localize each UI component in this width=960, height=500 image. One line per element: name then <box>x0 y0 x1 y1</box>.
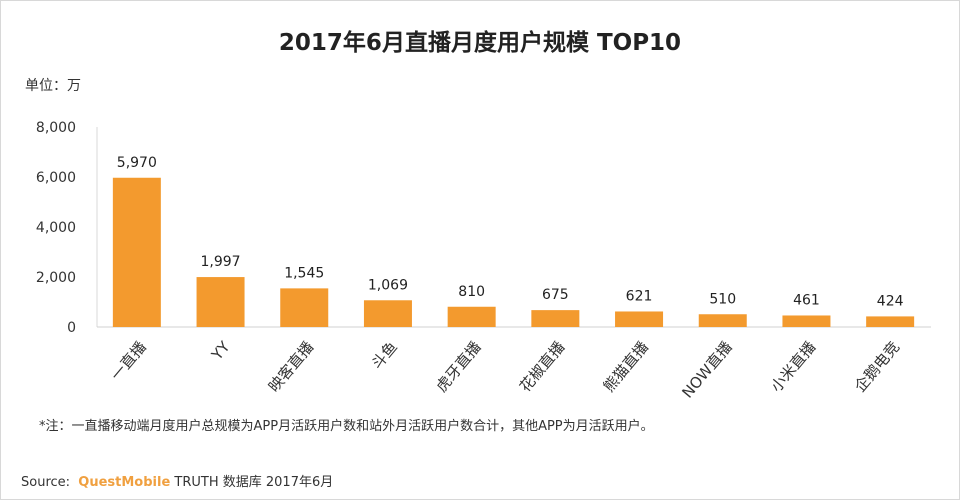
x-category-label: 熊猫直播 <box>600 338 652 396</box>
footnote: *注：一直播移动端月度用户总规模为APP月活跃用户数和站外月活跃用户数合计，其他… <box>39 419 654 434</box>
data-label: 1,545 <box>284 265 324 281</box>
x-category-label: 企鹅电竞 <box>851 338 903 396</box>
x-category-label: NOW直播 <box>678 338 735 402</box>
x-category-label: 斗鱼 <box>368 338 401 373</box>
bar <box>280 288 329 327</box>
bar <box>531 310 580 327</box>
y-tick-label: 0 <box>67 320 76 336</box>
x-category-label: YY <box>207 337 234 364</box>
bar <box>112 177 161 327</box>
source-brand: QuestMobile <box>78 475 171 490</box>
data-label: 675 <box>542 287 569 303</box>
bar <box>615 311 664 327</box>
source-prefix: Source: <box>21 475 71 490</box>
unit-label: 单位：万 <box>25 78 81 94</box>
data-label: 621 <box>626 288 653 304</box>
y-tick-label: 2,000 <box>36 270 76 286</box>
bar <box>196 277 245 327</box>
x-category-label: 虎牙直播 <box>432 338 484 396</box>
x-category-label: 一直播 <box>107 338 150 384</box>
x-category-label: 花椒直播 <box>516 338 568 396</box>
data-label: 424 <box>877 293 904 309</box>
data-label: 5,970 <box>117 155 157 171</box>
data-label: 810 <box>458 284 485 300</box>
data-label: 1,069 <box>368 277 408 293</box>
chart-title: 2017年6月直播月度用户规模 TOP10 <box>278 30 682 56</box>
source-line: Source: QuestMobile TRUTH 数据库 2017年6月 <box>21 471 333 490</box>
x-category-label: 小米直播 <box>767 338 819 396</box>
y-tick-label: 4,000 <box>36 220 76 236</box>
data-label: 461 <box>793 292 820 308</box>
y-tick-label: 8,000 <box>36 120 76 136</box>
bar <box>866 316 915 327</box>
bar-chart: 0 2,000 4,000 6,000 8,000 5,970 一直播 1,997 YY 1,54… <box>36 120 931 402</box>
data-label: 1,997 <box>201 254 241 270</box>
bar <box>698 314 747 327</box>
y-tick-label: 6,000 <box>36 170 76 186</box>
source-rest: TRUTH 数据库 2017年6月 <box>174 475 334 490</box>
data-label: 510 <box>709 291 736 307</box>
bar <box>782 315 831 327</box>
bar <box>447 306 496 327</box>
bar <box>363 300 412 327</box>
x-category-label: 映客直播 <box>265 338 317 396</box>
